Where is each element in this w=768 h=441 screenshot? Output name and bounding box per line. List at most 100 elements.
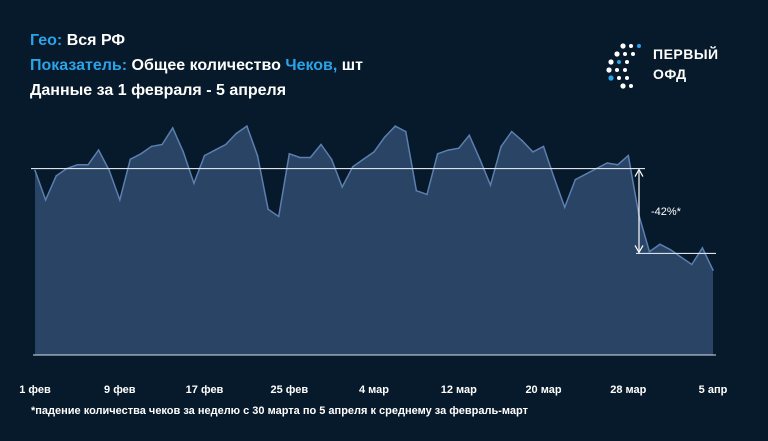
data-point (299, 156, 301, 159)
data-point (362, 158, 365, 161)
x-tick-label: 28 мар (610, 384, 646, 396)
x-tick-label: 1 фев (19, 384, 51, 396)
data-point (277, 215, 280, 218)
data-point (532, 151, 534, 153)
data-point (352, 165, 354, 168)
x-tick-label: 17 фев (186, 384, 224, 396)
data-point (55, 175, 57, 177)
data-point (34, 169, 36, 172)
data-point (542, 145, 545, 148)
footnote: *падение количества чеков за неделю с 30… (31, 405, 528, 417)
data-point (712, 269, 714, 271)
data-point (309, 156, 312, 159)
x-tick-label: 25 фев (270, 384, 308, 396)
data-point (119, 199, 121, 201)
data-point (553, 177, 555, 179)
logo-dot (623, 52, 627, 56)
data-point (182, 151, 185, 153)
logo-dot (623, 68, 627, 72)
data-point (44, 199, 47, 201)
arrow-head-up (634, 168, 644, 177)
data-point (214, 149, 216, 151)
data-point (108, 169, 110, 172)
data-point (341, 186, 344, 188)
data-point (627, 154, 630, 157)
logo-dot (606, 67, 612, 73)
data-point (669, 249, 672, 251)
data-point (521, 140, 524, 142)
data-point (150, 145, 153, 148)
x-tick-label: 9 фев (104, 384, 136, 396)
logo-dot (615, 68, 619, 72)
metric-unit: шт (341, 57, 363, 74)
data-point (680, 256, 682, 259)
logo-dots-icon (606, 43, 641, 89)
data-point (426, 193, 428, 196)
logo-dot (637, 44, 641, 48)
data-point (235, 132, 238, 135)
logo-dot (617, 60, 621, 64)
data-point (616, 164, 619, 166)
data-point (203, 154, 206, 157)
area-fill (35, 126, 713, 355)
data-point (447, 149, 450, 151)
logo-dot (629, 84, 633, 88)
data-point (500, 145, 502, 148)
data-point (648, 250, 651, 253)
arrow-head-down (634, 245, 644, 254)
data-point (129, 158, 132, 161)
metric-value-highlight: Чеков, (285, 57, 338, 74)
data-point (659, 243, 661, 245)
drop-annotation: -42%* (651, 206, 682, 218)
data-point (606, 162, 608, 164)
data-point (161, 143, 163, 146)
data-point (574, 178, 577, 181)
logo-dot (620, 43, 626, 49)
geo-label: Гео: (30, 32, 63, 49)
data-point (140, 153, 142, 155)
logo-dot (608, 75, 614, 81)
data-point (436, 153, 439, 155)
chart-header: Гео: Вся РФ Показатель: Общее количество… (30, 28, 363, 103)
data-point (405, 130, 407, 133)
data-point (171, 127, 174, 129)
logo-dot (608, 59, 614, 65)
logo-dot (625, 76, 629, 80)
logo-text: ПЕРВЫЙ ОФД (653, 44, 719, 84)
data-point (256, 154, 259, 157)
logo-dot (620, 83, 626, 89)
data-point (383, 136, 386, 138)
logo-dot (617, 76, 621, 80)
data-point (246, 125, 248, 127)
data-point (691, 263, 693, 266)
data-point (87, 164, 89, 166)
data-point (394, 125, 397, 127)
data-point (97, 149, 100, 151)
logo-dot (629, 44, 633, 48)
x-tick-label: 4 мар (359, 384, 389, 396)
data-point (320, 143, 322, 146)
logo-dot (614, 51, 620, 57)
data-point (585, 173, 587, 175)
x-tick-label: 5 апр (699, 384, 728, 396)
logo-dot (631, 52, 635, 56)
metric-value: Общее количество (131, 57, 281, 74)
period-line: Данные за 1 февраля - 5 апреля (30, 82, 287, 99)
metric-line: Показатель: Общее количество Чеков, шт (30, 53, 363, 78)
data-point (224, 143, 227, 146)
metric-label: Показатель: (30, 57, 128, 74)
data-point (468, 134, 471, 137)
logo-line-1: ПЕРВЫЙ (653, 46, 719, 62)
data-point (288, 153, 291, 155)
data-point (563, 206, 566, 209)
geo-value: Вся РФ (66, 32, 126, 49)
data-point (479, 158, 481, 161)
data-point (458, 147, 460, 149)
data-point (193, 182, 195, 185)
logo: ПЕРВЫЙ ОФД (603, 42, 723, 92)
x-tick-label: 12 мар (441, 384, 477, 396)
data-point (267, 208, 269, 210)
data-point (701, 247, 704, 249)
data-point (415, 189, 418, 192)
